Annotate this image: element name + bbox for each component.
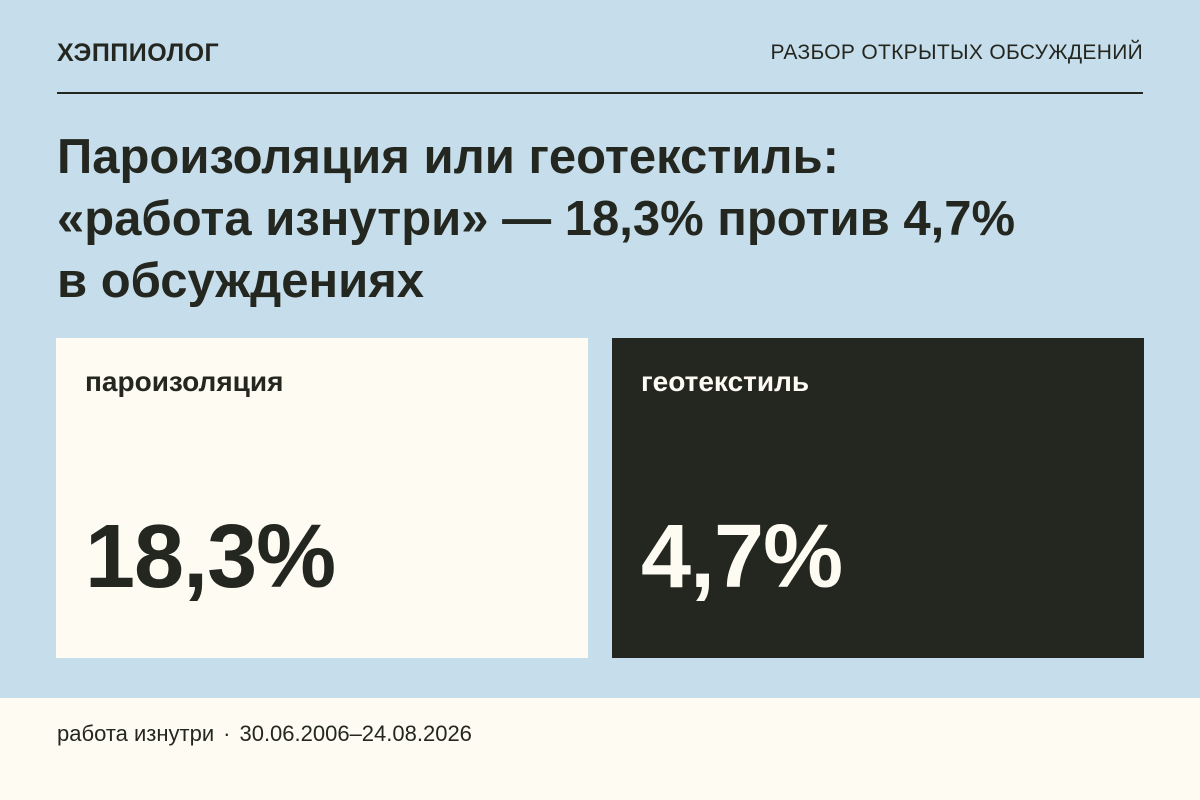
stat-card-value: 4,7%: [641, 507, 843, 607]
footer-caption: работа изнутри · 30.06.2006–24.08.2026: [57, 721, 472, 747]
stat-card-label: геотекстиль: [641, 366, 810, 397]
footer-period: 30.06.2006–24.08.2026: [239, 721, 472, 746]
footer-topic: работа изнутри: [57, 721, 215, 746]
footer-separator: ·: [223, 721, 231, 746]
stat-card-vapor-barrier: пароизоляция 18,3%: [56, 338, 588, 658]
headline-line-3: в обсуждениях: [57, 254, 425, 308]
headline: Пароизоляция или геотекстиль: «работа из…: [57, 126, 1143, 312]
section-title: РАЗБОР ОТКРЫТЫХ ОБСУЖДЕНИЙ: [770, 41, 1143, 64]
stat-card-value: 18,3%: [85, 507, 336, 607]
footer: работа изнутри · 30.06.2006–24.08.2026: [0, 698, 1200, 800]
headline-line-1: Пароизоляция или геотекстиль:: [57, 130, 839, 184]
stat-card-label: пароизоляция: [85, 366, 284, 397]
headline-line-2: «работа изнутри» — 18,3% против 4,7%: [57, 192, 1016, 246]
header: ХЭППИОЛОГ РАЗБОР ОТКРЫТЫХ ОБСУЖДЕНИЙ: [57, 0, 1143, 94]
brand-name: ХЭППИОЛОГ: [57, 39, 220, 67]
stat-card-geotextile: геотекстиль 4,7%: [612, 338, 1144, 658]
